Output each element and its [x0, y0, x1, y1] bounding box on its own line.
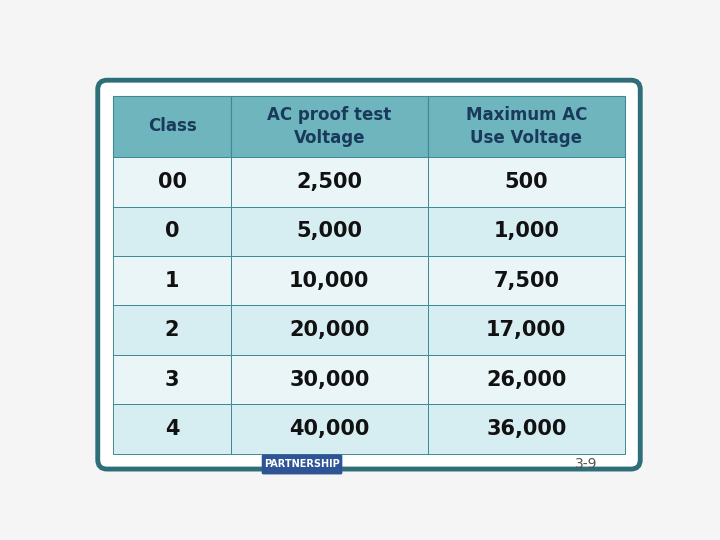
- FancyBboxPatch shape: [262, 455, 342, 475]
- Bar: [428, 355, 625, 404]
- Text: 7,500: 7,500: [493, 271, 559, 291]
- Text: 500: 500: [505, 172, 548, 192]
- Bar: [231, 157, 428, 207]
- Bar: [231, 306, 428, 355]
- Bar: [231, 355, 428, 404]
- Text: 17,000: 17,000: [486, 320, 567, 340]
- Text: 26,000: 26,000: [486, 369, 567, 389]
- Text: Maximum AC
Use Voltage: Maximum AC Use Voltage: [466, 106, 587, 147]
- Bar: [231, 404, 428, 454]
- Text: 0: 0: [165, 221, 179, 241]
- Text: 10,000: 10,000: [289, 271, 369, 291]
- Bar: [231, 256, 428, 306]
- Text: 5,000: 5,000: [297, 221, 362, 241]
- Bar: [113, 157, 231, 207]
- Text: Class: Class: [148, 117, 197, 136]
- Bar: [113, 306, 231, 355]
- Text: 30,000: 30,000: [289, 369, 369, 389]
- Bar: [428, 256, 625, 306]
- Text: 3: 3: [165, 369, 179, 389]
- Text: 00: 00: [158, 172, 186, 192]
- Bar: [113, 404, 231, 454]
- Bar: [428, 207, 625, 256]
- Bar: [113, 96, 231, 157]
- Bar: [231, 207, 428, 256]
- Bar: [113, 355, 231, 404]
- Bar: [113, 256, 231, 306]
- Text: 3-9: 3-9: [575, 457, 598, 471]
- Text: AC proof test
Voltage: AC proof test Voltage: [267, 106, 392, 147]
- Text: 2: 2: [165, 320, 179, 340]
- Text: PARTNERSHIP: PARTNERSHIP: [264, 460, 340, 469]
- Bar: [428, 404, 625, 454]
- FancyBboxPatch shape: [98, 80, 640, 469]
- Text: 1,000: 1,000: [493, 221, 559, 241]
- Bar: [428, 306, 625, 355]
- Text: 36,000: 36,000: [486, 419, 567, 439]
- Text: 4: 4: [165, 419, 179, 439]
- Bar: [231, 96, 428, 157]
- Bar: [428, 96, 625, 157]
- Bar: [113, 207, 231, 256]
- Text: 20,000: 20,000: [289, 320, 369, 340]
- Text: 1: 1: [165, 271, 179, 291]
- Text: 40,000: 40,000: [289, 419, 369, 439]
- Text: 2,500: 2,500: [297, 172, 362, 192]
- Bar: [428, 157, 625, 207]
